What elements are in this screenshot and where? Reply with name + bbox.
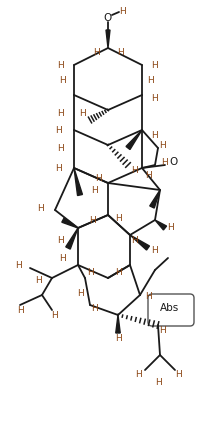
Text: H: H — [132, 165, 138, 175]
Text: H: H — [155, 378, 161, 387]
Polygon shape — [126, 130, 142, 150]
Text: H: H — [115, 333, 121, 343]
Text: H: H — [152, 246, 158, 254]
Text: H: H — [117, 47, 123, 56]
Text: H: H — [79, 108, 85, 117]
Polygon shape — [130, 235, 150, 250]
Text: H: H — [55, 125, 61, 134]
Text: H: H — [17, 306, 23, 314]
Text: H: H — [92, 185, 98, 194]
FancyBboxPatch shape — [148, 294, 194, 326]
Text: H: H — [135, 370, 141, 379]
Polygon shape — [74, 168, 83, 195]
Polygon shape — [106, 30, 110, 48]
Text: H: H — [160, 141, 166, 150]
Polygon shape — [116, 315, 120, 333]
Text: H: H — [57, 236, 63, 245]
Text: H: H — [152, 130, 158, 139]
Text: H: H — [57, 108, 63, 117]
Text: H: H — [77, 289, 83, 297]
Text: H: H — [93, 47, 99, 56]
Text: H: H — [119, 7, 125, 16]
Polygon shape — [66, 228, 78, 249]
Text: H: H — [115, 267, 121, 276]
Text: H: H — [15, 260, 21, 270]
Text: H: H — [152, 60, 158, 69]
Text: H: H — [152, 94, 158, 103]
Text: H: H — [147, 76, 153, 85]
Text: H: H — [145, 171, 151, 180]
Text: H: H — [115, 214, 121, 223]
Text: O: O — [169, 157, 177, 167]
Text: H: H — [89, 215, 95, 224]
Text: H: H — [57, 60, 63, 69]
Text: H: H — [167, 223, 173, 232]
Text: H: H — [162, 158, 168, 167]
Text: H: H — [37, 203, 43, 212]
Text: H: H — [132, 236, 138, 245]
Text: H: H — [87, 267, 93, 276]
Text: H: H — [95, 173, 101, 182]
Text: O: O — [104, 13, 112, 23]
Text: H: H — [92, 303, 98, 313]
Polygon shape — [150, 190, 160, 208]
Text: H: H — [52, 310, 58, 319]
Polygon shape — [62, 218, 78, 228]
Text: H: H — [175, 370, 181, 379]
Text: H: H — [57, 143, 63, 152]
Polygon shape — [155, 220, 167, 230]
Text: H: H — [55, 164, 61, 172]
Text: Abs: Abs — [160, 303, 180, 313]
Text: H: H — [160, 326, 166, 335]
Text: H: H — [145, 292, 151, 301]
Text: H: H — [59, 76, 65, 85]
Text: H: H — [59, 254, 65, 263]
Text: H: H — [35, 276, 41, 284]
